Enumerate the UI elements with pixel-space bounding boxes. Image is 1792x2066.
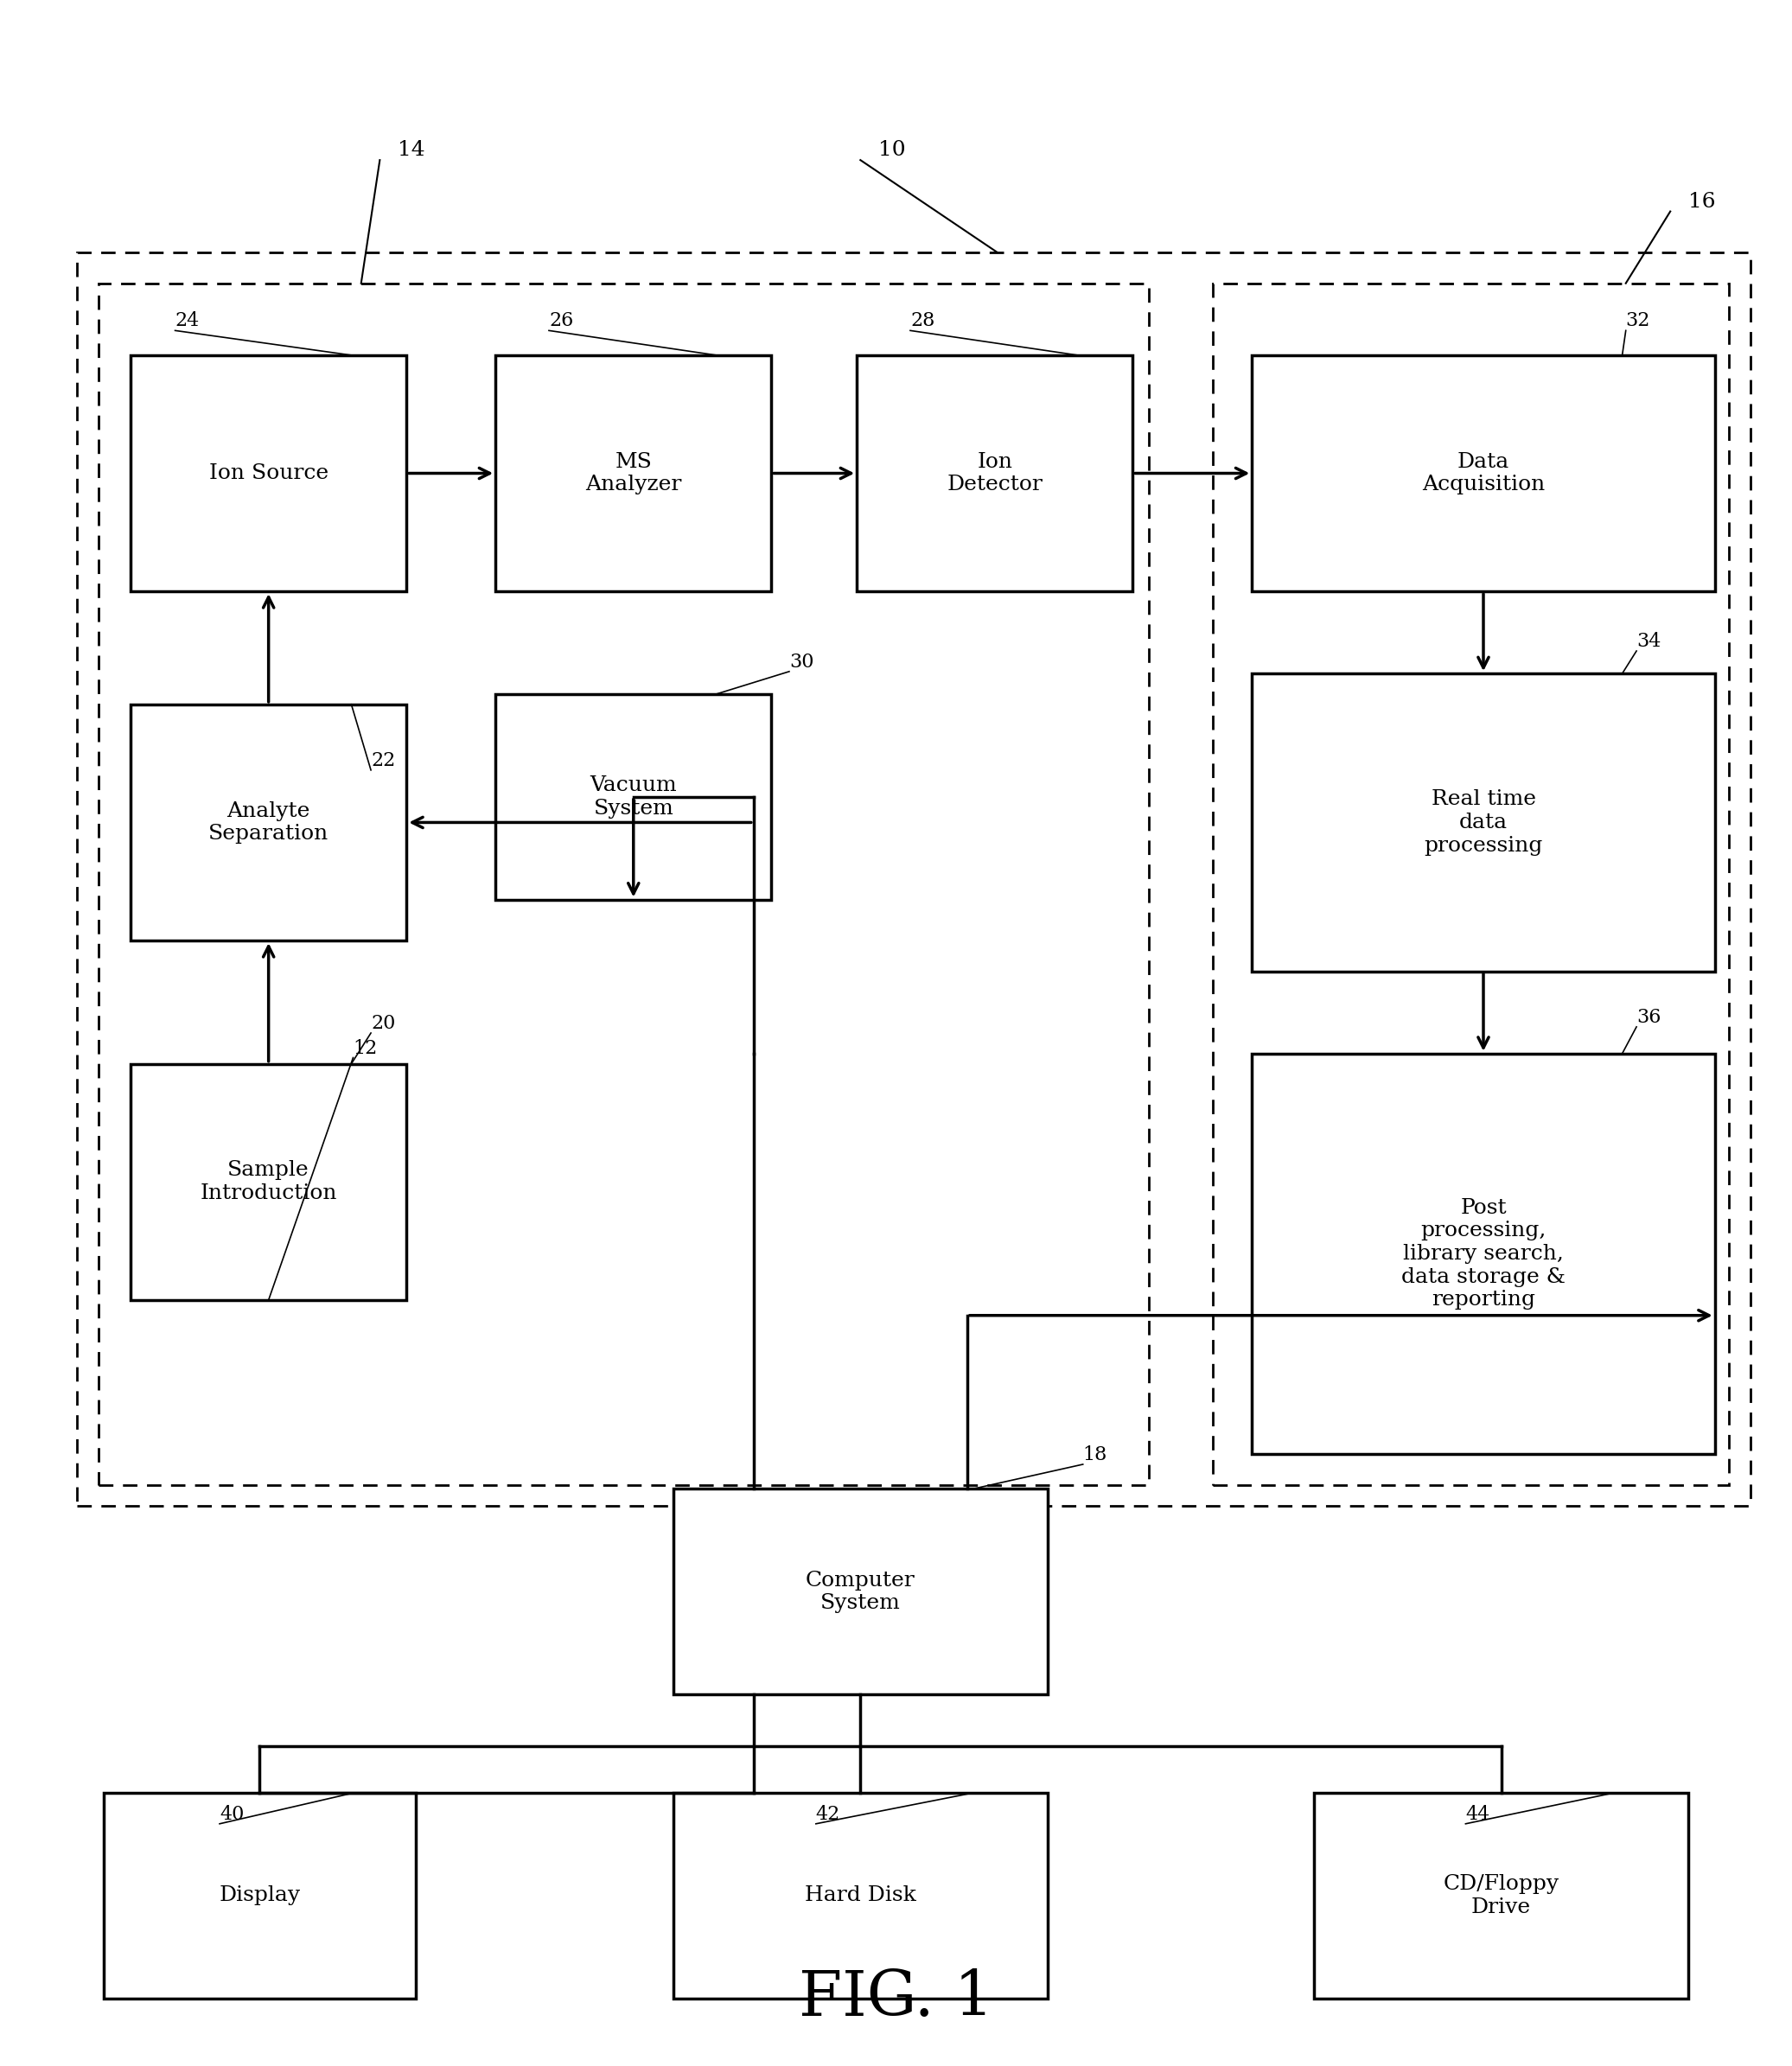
Text: Computer
System: Computer System [806, 1570, 916, 1614]
Text: Post
processing,
library search,
data storage &
reporting: Post processing, library search, data st… [1401, 1198, 1566, 1310]
Text: Ion Source: Ion Source [210, 463, 328, 483]
Text: 44: 44 [1466, 1806, 1489, 1824]
Text: 16: 16 [1688, 192, 1715, 211]
Text: 14: 14 [398, 140, 425, 159]
Text: 12: 12 [353, 1039, 378, 1058]
FancyBboxPatch shape [496, 694, 771, 899]
Text: Hard Disk: Hard Disk [805, 1886, 916, 1905]
Text: 34: 34 [1636, 632, 1661, 651]
Text: 18: 18 [1082, 1446, 1107, 1465]
Text: 28: 28 [910, 312, 935, 331]
Text: Vacuum
System: Vacuum System [590, 775, 677, 818]
Text: 20: 20 [371, 1014, 396, 1033]
Text: 10: 10 [878, 140, 905, 159]
FancyBboxPatch shape [674, 1490, 1047, 1694]
Text: 36: 36 [1636, 1008, 1661, 1027]
FancyBboxPatch shape [1253, 355, 1715, 591]
FancyBboxPatch shape [857, 355, 1133, 591]
FancyBboxPatch shape [1253, 1054, 1715, 1454]
Text: 32: 32 [1625, 312, 1650, 331]
FancyBboxPatch shape [1314, 1793, 1688, 1998]
Text: FIG. 1: FIG. 1 [799, 1969, 993, 2029]
FancyBboxPatch shape [131, 705, 407, 940]
FancyBboxPatch shape [104, 1793, 416, 1998]
FancyBboxPatch shape [674, 1793, 1047, 1998]
Text: 30: 30 [788, 653, 814, 671]
Text: Ion
Detector: Ion Detector [946, 452, 1043, 494]
Text: Real time
data
processing: Real time data processing [1425, 789, 1543, 855]
FancyBboxPatch shape [1253, 674, 1715, 971]
FancyBboxPatch shape [131, 1064, 407, 1300]
Text: Sample
Introduction: Sample Introduction [201, 1161, 337, 1202]
Text: 26: 26 [548, 312, 573, 331]
FancyBboxPatch shape [131, 355, 407, 591]
Text: Analyte
Separation: Analyte Separation [208, 802, 328, 843]
Text: 22: 22 [371, 752, 396, 771]
Text: CD/Floppy
Drive: CD/Floppy Drive [1443, 1874, 1559, 1917]
Text: 24: 24 [176, 312, 199, 331]
Text: Data
Acquisition: Data Acquisition [1421, 452, 1545, 494]
Text: MS
Analyzer: MS Analyzer [586, 452, 681, 494]
FancyBboxPatch shape [496, 355, 771, 591]
Text: 40: 40 [220, 1806, 244, 1824]
Text: 42: 42 [815, 1806, 840, 1824]
Text: Display: Display [219, 1886, 301, 1905]
